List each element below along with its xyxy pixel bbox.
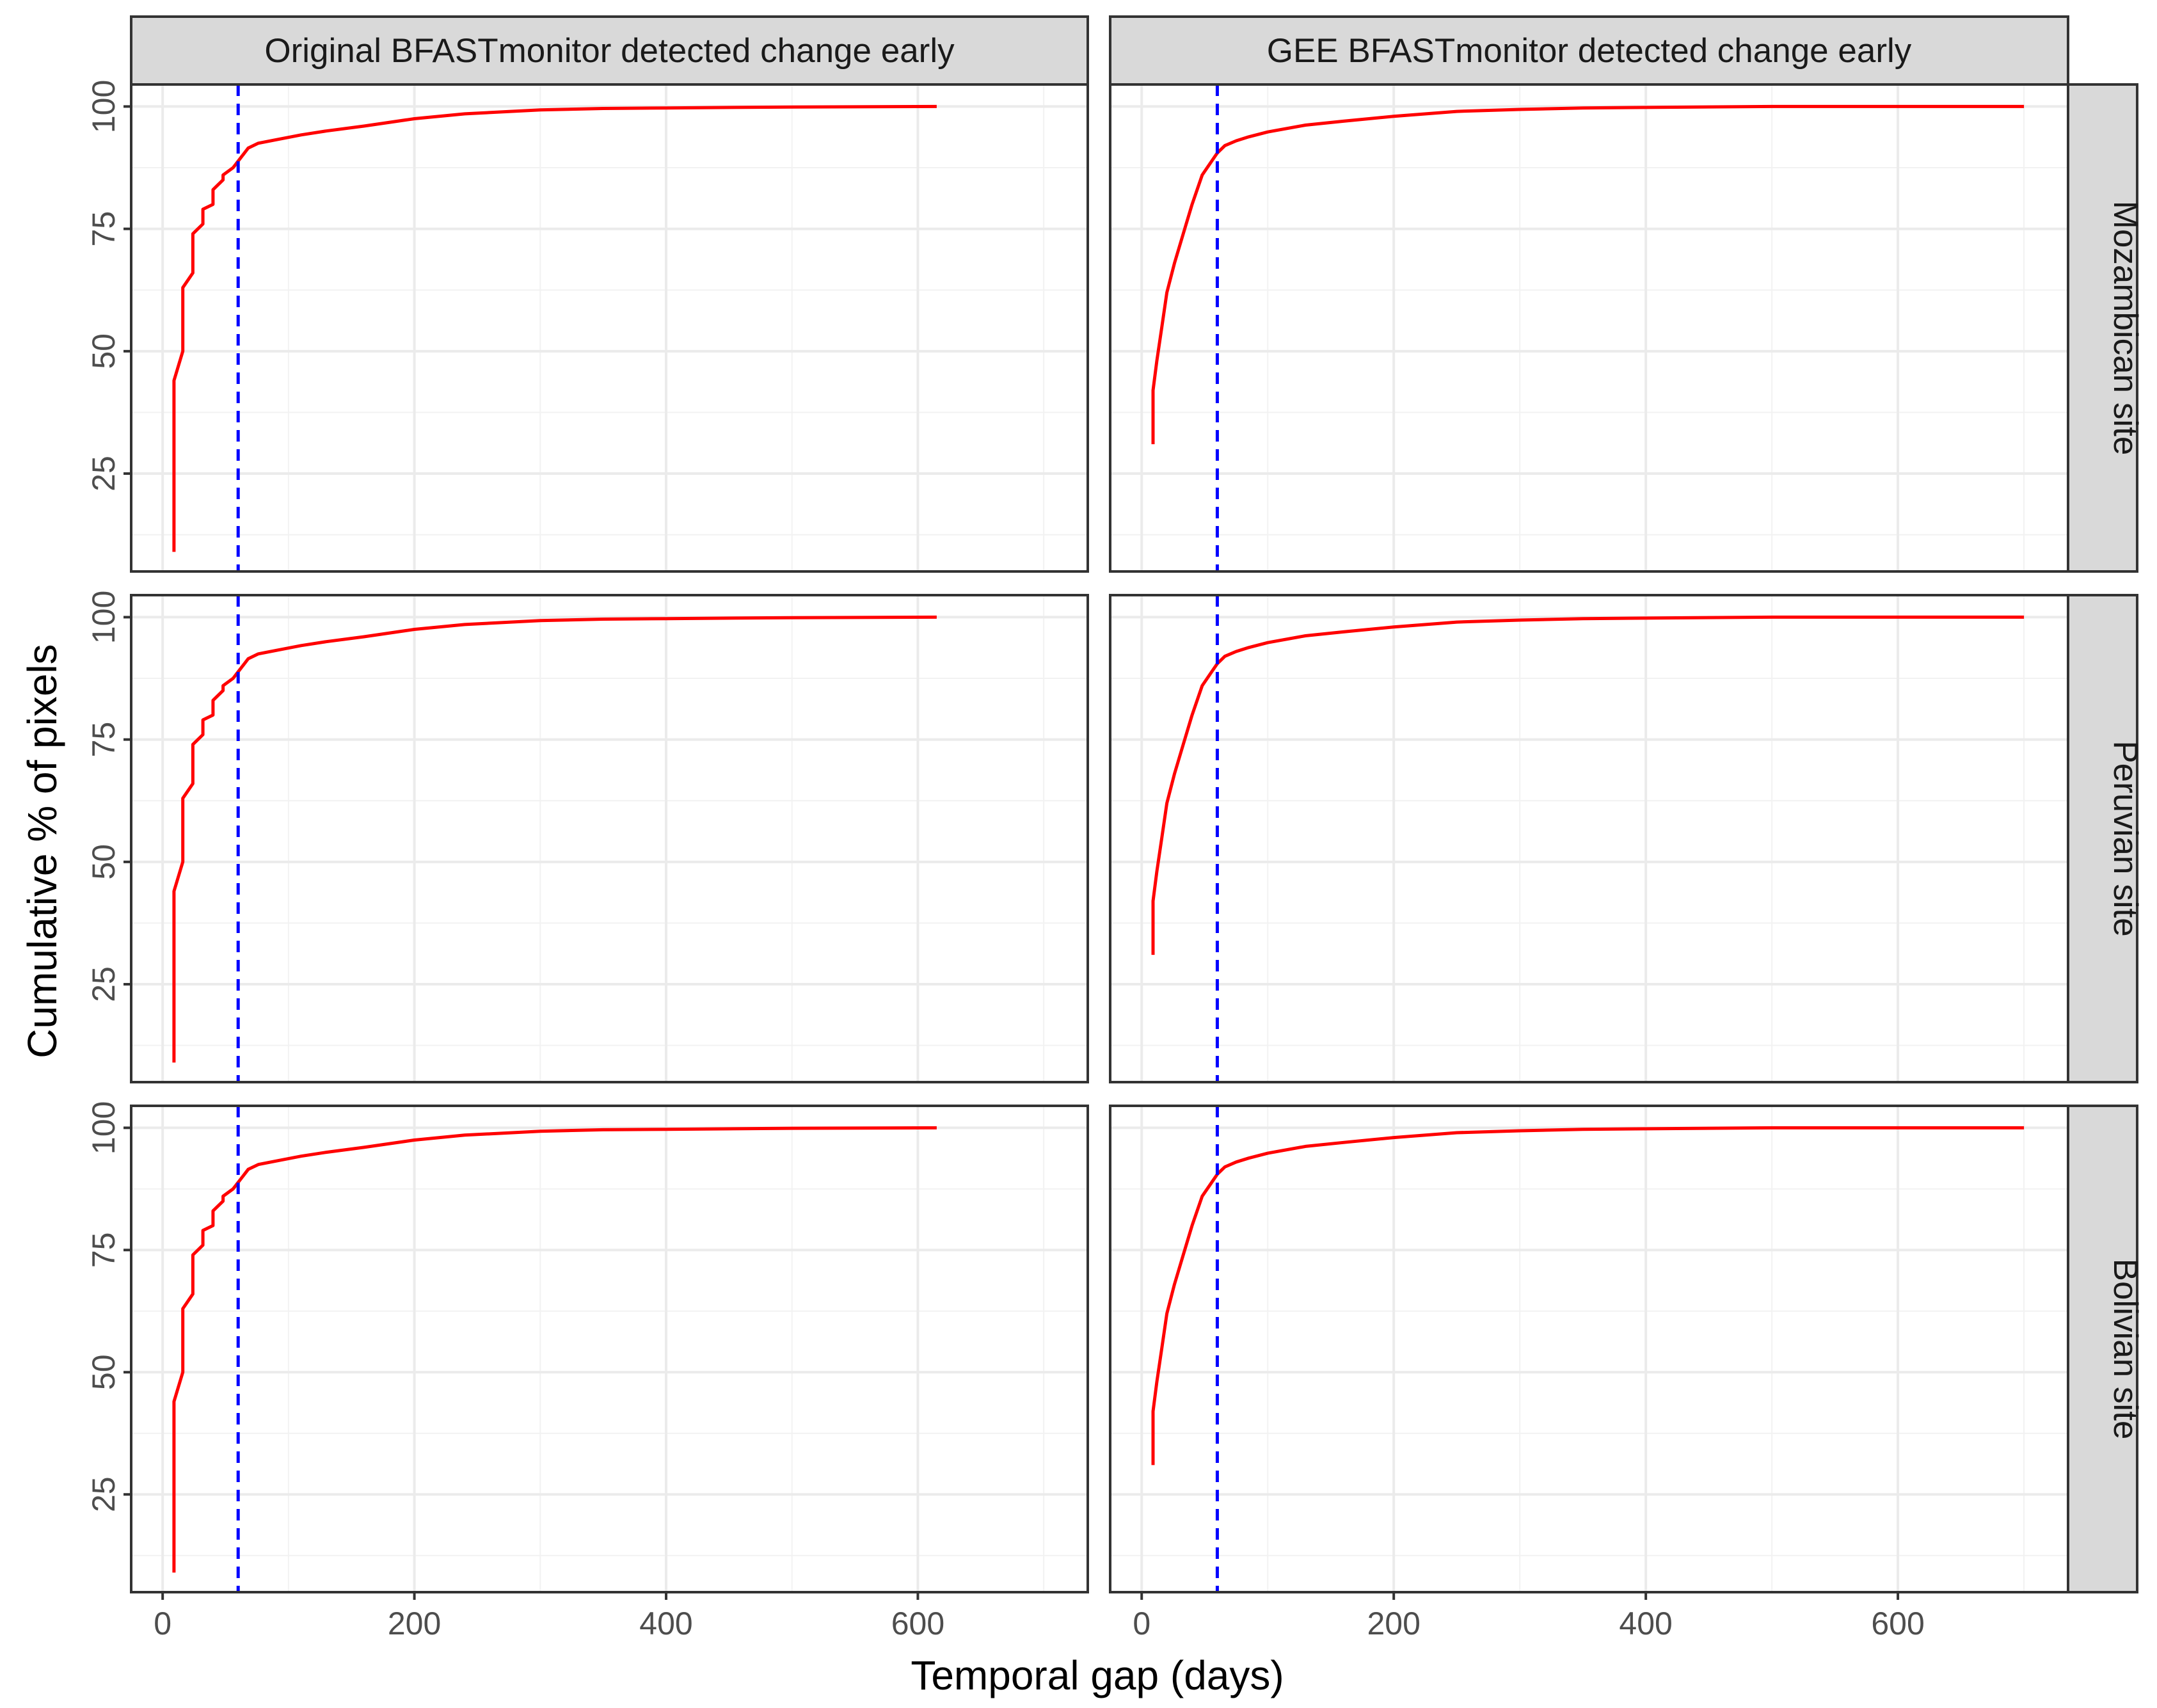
cumulative-series-line <box>172 104 937 552</box>
row-strip <box>2067 1105 2138 1593</box>
y-tick-label: 75 <box>86 1233 122 1268</box>
panel-border <box>130 594 1089 1083</box>
x-axis-title: Temporal gap (days) <box>911 1652 1284 1698</box>
y-tick-label: 25 <box>86 1476 122 1512</box>
y-tick-label: 75 <box>86 211 122 247</box>
y-tick-label: 50 <box>86 844 122 880</box>
y-tick-label: 100 <box>86 1101 122 1154</box>
y-tick-label: 100 <box>86 591 122 644</box>
panel-background <box>1110 595 2068 1082</box>
x-tick-label: 200 <box>1367 1606 1420 1641</box>
x-tick-label: 200 <box>388 1606 441 1641</box>
y-tick-label: 100 <box>86 80 122 133</box>
panels-layer: Original BFASTmonitor detected change ea… <box>86 15 2144 1641</box>
y-tick-label: 75 <box>86 722 122 758</box>
y-tick-label: 50 <box>86 333 122 369</box>
panel-border <box>130 1105 1089 1593</box>
x-tick-label: 600 <box>891 1606 944 1641</box>
panel-background <box>131 1106 1088 1592</box>
panel-background <box>131 84 1088 571</box>
y-tick-label: 25 <box>86 966 122 1002</box>
row-strip <box>2067 594 2138 1083</box>
column-strip <box>1109 15 2069 86</box>
column-strip-label: Original BFASTmonitor detected change ea… <box>264 32 955 70</box>
panel-background <box>1110 84 2068 571</box>
x-tick-label: 0 <box>154 1606 171 1641</box>
row-strip-label: Peruvian site <box>2106 740 2144 936</box>
y-axis-title: Cumulative % of pixels <box>19 644 65 1058</box>
y-tick-label: 25 <box>86 456 122 491</box>
cumulative-series-line <box>172 1126 937 1573</box>
column-strip-label: GEE BFASTmonitor detected change early <box>1267 32 1912 70</box>
row-strip-label: Bolivian site <box>2106 1259 2144 1440</box>
x-tick-label: 0 <box>1133 1606 1150 1641</box>
row-strip-label: Mozambican site <box>2106 201 2144 456</box>
cumulative-series-line <box>172 615 937 1063</box>
panel-background <box>1110 1106 2068 1592</box>
panel-background <box>131 595 1088 1082</box>
row-strip <box>2067 83 2138 573</box>
x-tick-label: 400 <box>639 1606 692 1641</box>
x-tick-label: 400 <box>1619 1606 1672 1641</box>
x-tick-label: 600 <box>1871 1606 1924 1641</box>
column-strip <box>130 15 1089 86</box>
cumulative-series-line <box>1151 104 2025 445</box>
cumulative-series-line <box>1151 615 2025 955</box>
y-tick-label: 50 <box>86 1354 122 1390</box>
cumulative-series-line <box>1151 1126 2025 1465</box>
